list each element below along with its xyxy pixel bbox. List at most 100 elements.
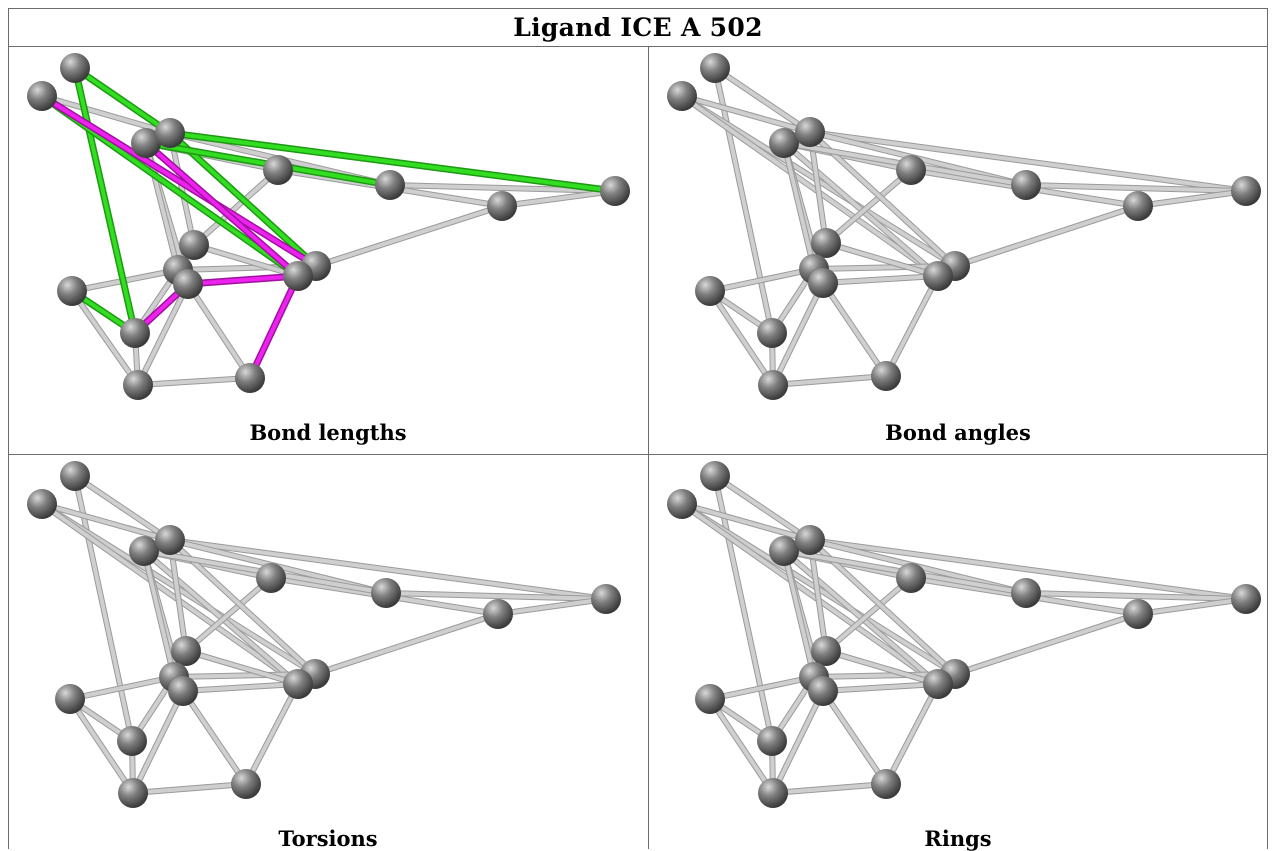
bond-length-outlier-magenta-core (144, 141, 300, 278)
bond-highlight (244, 682, 300, 786)
atom (871, 769, 901, 799)
bond-highlight (953, 612, 1140, 676)
bond-length-outlier-green-core (168, 131, 617, 193)
bond-highlight (192, 243, 300, 278)
bond-highlight (713, 474, 812, 542)
molecule-view-bond-lengths (27, 53, 630, 400)
atom (283, 669, 313, 699)
bond-highlight (824, 168, 913, 245)
bond-highlight (808, 130, 1248, 193)
bond-highlight (884, 682, 940, 786)
bond-highlight (313, 612, 500, 676)
atom (117, 726, 147, 756)
figure-table (8, 8, 1268, 849)
bond-length-outlier-green-core (73, 66, 172, 135)
molecule-view-bond-angles (667, 53, 1261, 400)
bond-highlight (186, 282, 252, 380)
panel-bond-angles (650, 48, 1266, 408)
atom (483, 599, 513, 629)
bond-highlight (136, 376, 252, 387)
bond-highlight (496, 597, 608, 616)
column-divider (648, 46, 649, 849)
bond-highlight (192, 168, 280, 247)
bond-highlight (131, 689, 185, 795)
atom (155, 118, 185, 148)
bond-highlight (40, 94, 172, 135)
atom (700, 53, 730, 83)
atom (155, 525, 185, 555)
bond-highlight (314, 204, 504, 268)
atom (667, 489, 697, 519)
table-border-right (1267, 8, 1268, 849)
bond-highlight (713, 66, 774, 335)
atom (808, 268, 838, 298)
bond-highlight (808, 538, 1248, 601)
panel-rings (650, 456, 1266, 816)
atom (758, 370, 788, 400)
atom (811, 636, 841, 666)
atom (371, 578, 401, 608)
caption-bond-lengths: Bond lengths (249, 420, 407, 445)
atom (757, 726, 787, 756)
bond-highlight (184, 649, 300, 686)
atom (667, 81, 697, 111)
atom (1231, 584, 1261, 614)
panel-torsions (10, 456, 648, 816)
bond-highlight (181, 689, 248, 786)
bond-highlight (73, 474, 134, 743)
atom (591, 584, 621, 614)
atom (168, 676, 198, 706)
atom (1123, 599, 1153, 629)
atom (235, 363, 265, 393)
bond-highlight (708, 289, 775, 387)
atom (758, 778, 788, 808)
bond-highlight (680, 94, 812, 134)
atom (1011, 170, 1041, 200)
bond-highlight (388, 183, 617, 193)
atom (769, 128, 799, 158)
bond-highlight (40, 502, 300, 686)
atom (27, 489, 57, 519)
bond-highlight (824, 649, 940, 686)
bond-length-outlier-magenta-core (248, 274, 300, 380)
bond-highlight (821, 274, 940, 285)
bond-highlight (1136, 597, 1248, 616)
atom (179, 230, 209, 260)
bond-highlight (384, 591, 608, 601)
bond-highlight (824, 576, 913, 653)
atom (55, 684, 85, 714)
atom (120, 318, 150, 348)
bond-highlight (708, 267, 816, 293)
atom (57, 276, 87, 306)
bond-highlight (771, 689, 825, 795)
atom (60, 461, 90, 491)
atom (487, 191, 517, 221)
atom (118, 778, 148, 808)
atom (811, 228, 841, 258)
bond-highlight (68, 697, 135, 795)
bond-length-outlier-green-core (168, 131, 318, 268)
bond-highlight (771, 281, 825, 387)
atom (896, 155, 926, 185)
table-border-top (8, 8, 1268, 9)
bond-highlight (713, 474, 774, 743)
bond-length-outlier-magenta-core (186, 274, 300, 286)
bond-highlight (70, 289, 140, 387)
atom (1231, 176, 1261, 206)
atom (173, 269, 203, 299)
atom (60, 53, 90, 83)
bond-highlight (708, 675, 816, 701)
atom (263, 155, 293, 185)
bond-highlight (884, 274, 940, 378)
atom (896, 563, 926, 593)
bond-highlight (168, 538, 608, 601)
atom (923, 669, 953, 699)
atom (757, 318, 787, 348)
bond-highlight (708, 697, 775, 795)
bond-highlight (73, 474, 172, 542)
atom (375, 170, 405, 200)
bond-highlight (680, 502, 940, 686)
title-divider (8, 46, 1268, 47)
atom (131, 128, 161, 158)
bond-highlight (131, 782, 248, 795)
